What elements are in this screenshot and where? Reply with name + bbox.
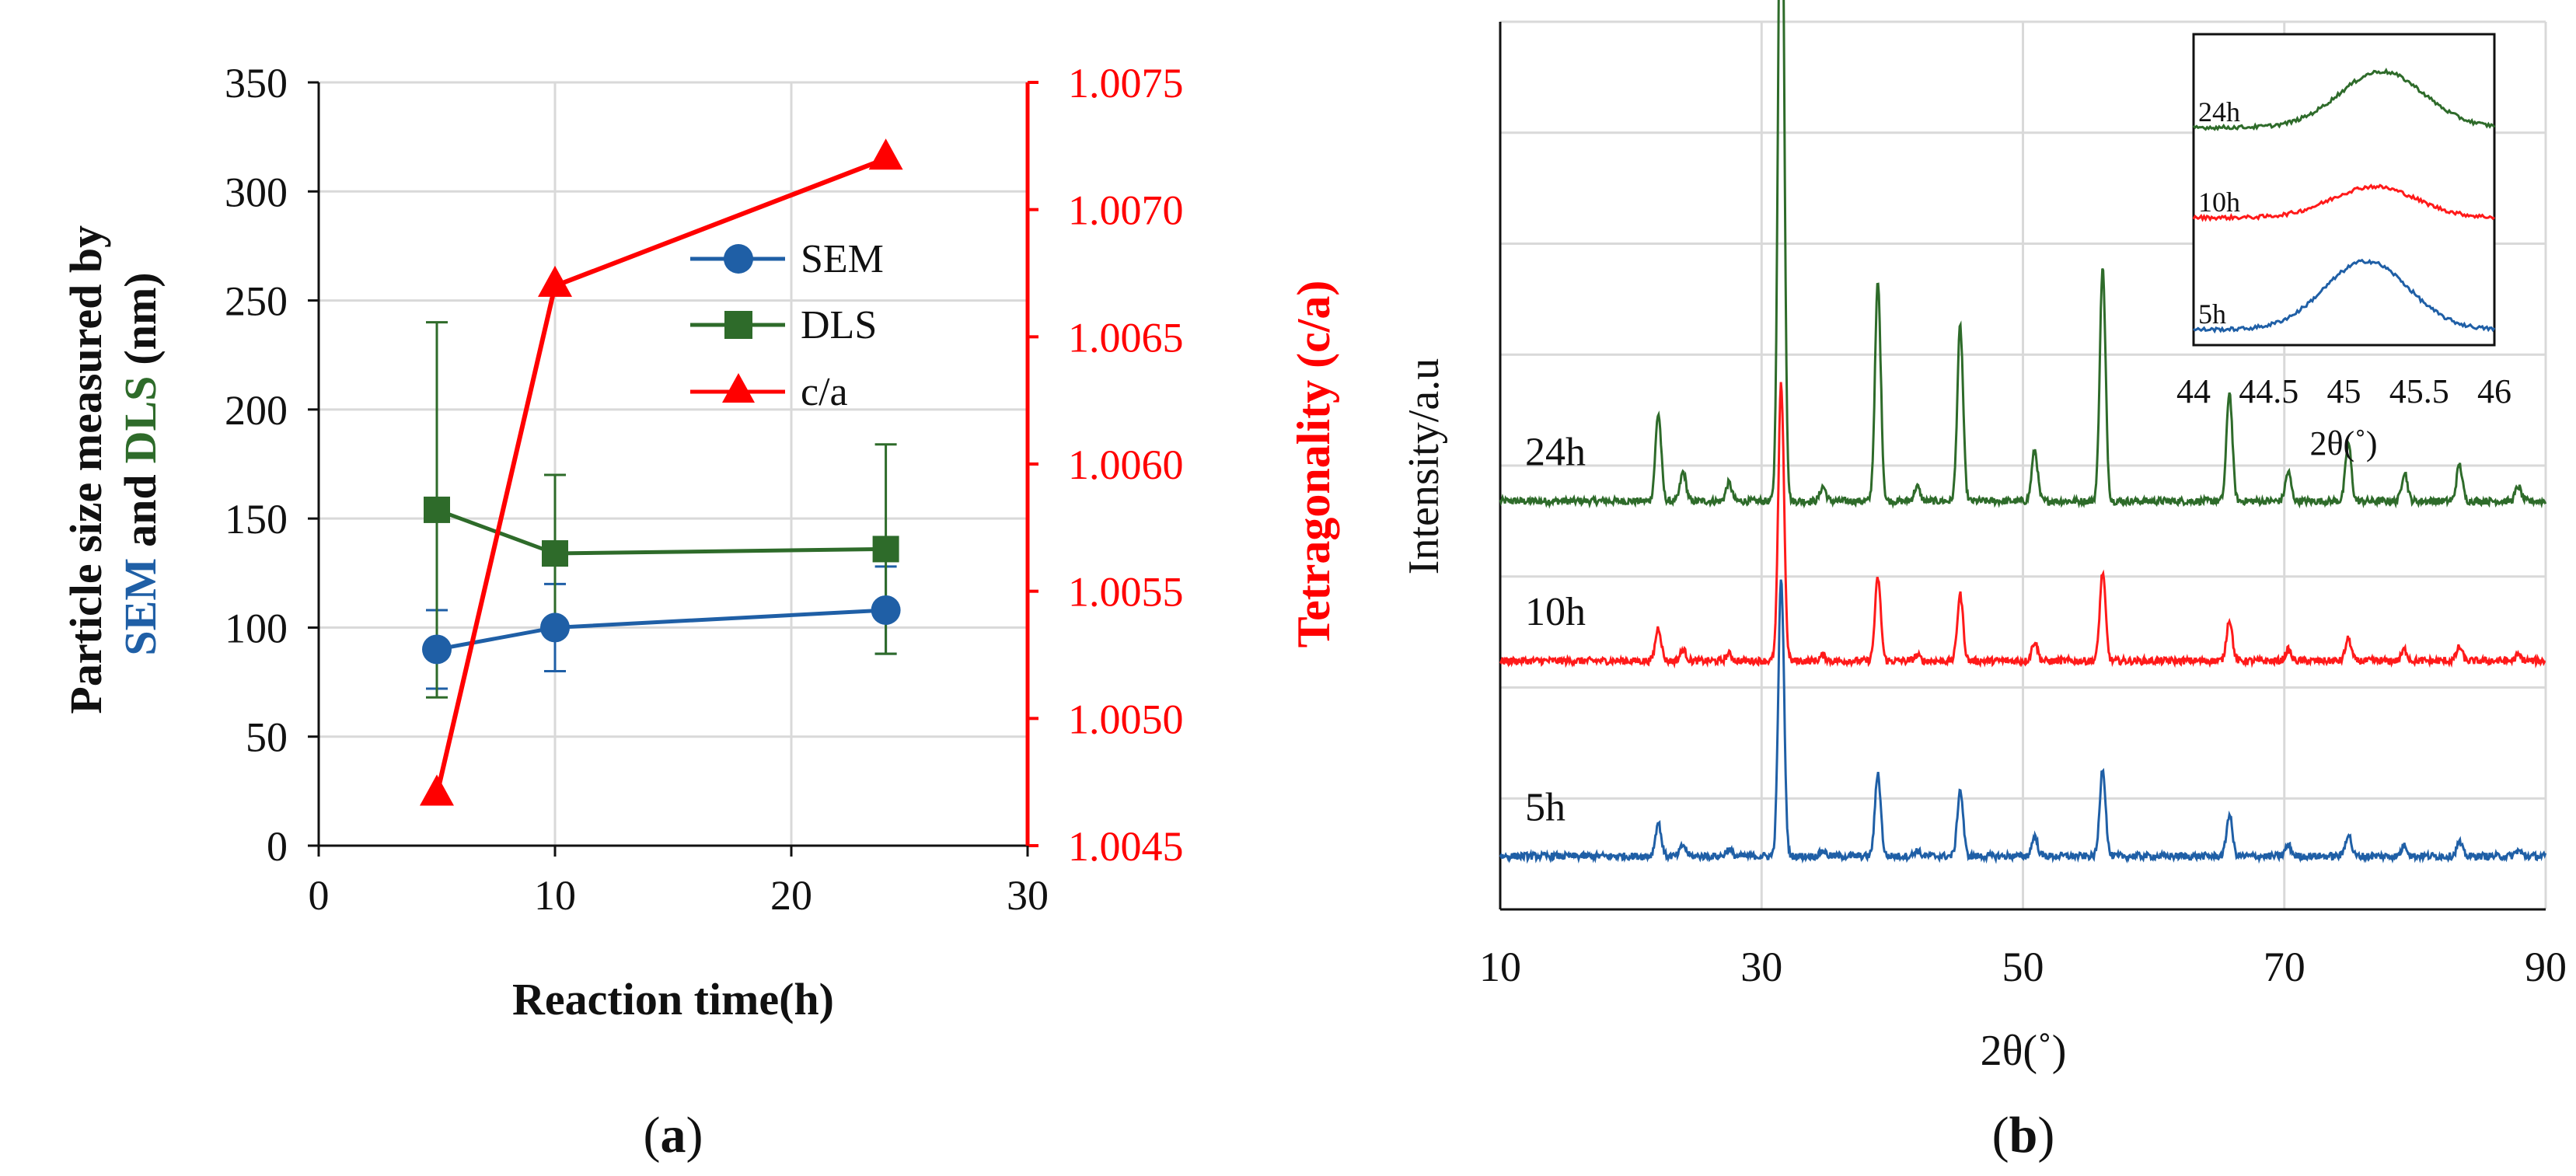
data-point-dls xyxy=(542,540,568,567)
inset-traces xyxy=(2192,68,2496,334)
y-tick-label: 100 xyxy=(225,605,288,651)
series-line-sem xyxy=(436,608,886,651)
panel-a-left-ticks: 0 50 100 150 200 250 300 350 xyxy=(225,60,319,870)
legend-dls-label: DLS xyxy=(801,303,877,347)
xrd-trace-5h xyxy=(1499,579,2547,864)
panel-b-x-tick-label: 70 xyxy=(2264,944,2305,990)
y2-tick-label: 1.0065 xyxy=(1068,314,1184,361)
y2-tick-label: 1.0045 xyxy=(1068,823,1184,870)
panel-a-legend: SEM DLS c/a xyxy=(690,237,884,414)
inset-x-tick-label: 44.5 xyxy=(2239,372,2299,410)
legend-ca-label: c/a xyxy=(801,370,848,414)
inset-label-24h: 24h xyxy=(2198,96,2240,127)
x-tick-label: 0 xyxy=(309,872,330,919)
inset-x-axis-title: 2θ(˚) xyxy=(2309,424,2377,462)
y-tick-label: 150 xyxy=(225,496,288,543)
data-point-ca xyxy=(420,774,454,806)
y-title-and: and xyxy=(115,474,166,547)
panel-b-x-ticks: 10 30 50 70 90 xyxy=(1479,944,2567,990)
legend-dls-marker xyxy=(724,311,752,339)
panel-a-x-axis-title: Reaction time(h) xyxy=(512,974,834,1024)
panel-b-x-tick-label: 10 xyxy=(1479,944,1521,990)
y-tick-label: 0 xyxy=(267,823,288,870)
inset-trace-24h xyxy=(2192,68,2496,131)
y-tick-label: 250 xyxy=(225,278,288,325)
inset-label-5h: 5h xyxy=(2198,298,2226,330)
y2-tick-label: 1.0050 xyxy=(1068,696,1184,742)
y-title-line1: Particle size measured by xyxy=(61,225,111,714)
x-tick-label: 20 xyxy=(770,872,812,919)
y2-tick-label: 1.0070 xyxy=(1068,187,1184,234)
trace-label-5h: 5h xyxy=(1525,785,1565,829)
data-point-sem xyxy=(540,612,570,643)
x-tick-label: 10 xyxy=(534,872,576,919)
xrd-trace-24h xyxy=(1499,0,2547,509)
inset-x-ticks: 44 44.5 45 45.5 46 xyxy=(2176,372,2511,410)
legend-sem-marker xyxy=(724,244,753,274)
inset-x-tick-label: 44 xyxy=(2176,372,2211,410)
y-title-unit: (nm) xyxy=(115,272,166,365)
panel-b-x-tick-label: 50 xyxy=(2002,944,2044,990)
panel-a-label: (a) xyxy=(644,1107,703,1164)
y-title-dls: DLS xyxy=(115,376,166,464)
series-line-dls xyxy=(436,508,886,556)
panel-a-series-markers xyxy=(420,138,903,806)
y-title-sem: SEM xyxy=(115,558,166,656)
panel-b-trace-labels: 24h 10h 5h xyxy=(1525,431,1586,830)
inset-label-10h: 10h xyxy=(2198,187,2240,218)
panel-a-y2-axis-title: Tetragonality (c/a) xyxy=(1288,281,1339,648)
x-tick-label: 30 xyxy=(1007,872,1049,919)
panel-a-y-axis-title: Particle size measured by SEM and DLS (nm) xyxy=(61,214,166,714)
y2-tick-label: 1.0075 xyxy=(1068,60,1184,106)
data-point-ca xyxy=(868,138,903,170)
panel-b-traces xyxy=(1499,0,2547,864)
y2-tick-label: 1.0055 xyxy=(1068,569,1184,616)
y-tick-label: 300 xyxy=(225,169,288,215)
inset-x-tick-label: 45 xyxy=(2327,372,2361,410)
data-point-dls xyxy=(424,496,450,523)
y2-tick-label: 1.0060 xyxy=(1068,441,1184,488)
data-point-sem xyxy=(422,634,452,665)
trace-label-24h: 24h xyxy=(1525,431,1586,475)
legend-ca-marker xyxy=(722,373,755,403)
inset-x-tick-label: 45.5 xyxy=(2389,372,2449,410)
panel-b-y-axis-title: Intensity/a.u xyxy=(1400,358,1448,574)
panel-b-x-tick-label: 90 xyxy=(2525,944,2567,990)
inset-x-tick-label: 46 xyxy=(2477,372,2511,410)
inset-trace-5h xyxy=(2192,258,2496,334)
inset-trace-labels: 24h 10h 5h xyxy=(2198,96,2240,330)
y-tick-label: 50 xyxy=(246,714,288,761)
panel-a-gridlines xyxy=(319,81,1028,846)
y-tick-label: 350 xyxy=(225,60,288,106)
panel-b-label: (b) xyxy=(1992,1107,2055,1164)
panel-a-x-ticks: 0 10 20 30 xyxy=(309,846,1049,919)
y-tick-label: 200 xyxy=(225,387,288,434)
panel-b-x-tick-label: 30 xyxy=(1740,944,1782,990)
data-point-ca xyxy=(538,265,572,297)
panel-a-right-ticks: 1.0045 1.0050 1.0055 1.0060 1.0065 1.0070 1.00… xyxy=(1028,60,1184,870)
xrd-trace-10h xyxy=(1499,382,2546,669)
data-point-sem xyxy=(871,595,901,625)
inset-trace-10h xyxy=(2192,183,2496,222)
panel-b-x-axis-title: 2θ(˚) xyxy=(1981,1027,2067,1075)
trace-label-10h: 10h xyxy=(1525,590,1586,634)
legend-sem-label: SEM xyxy=(801,237,884,281)
panel-b-inset: 24h 10h 5h 44 44.5 45 45.5 46 2θ(˚) xyxy=(2176,33,2511,462)
data-point-dls xyxy=(872,536,899,563)
panel-b-chart: 10 30 50 70 90 2θ(˚) Intensity/a.u 24h 10h 5h … xyxy=(1400,0,2567,1164)
inset-frame xyxy=(2192,33,2496,347)
